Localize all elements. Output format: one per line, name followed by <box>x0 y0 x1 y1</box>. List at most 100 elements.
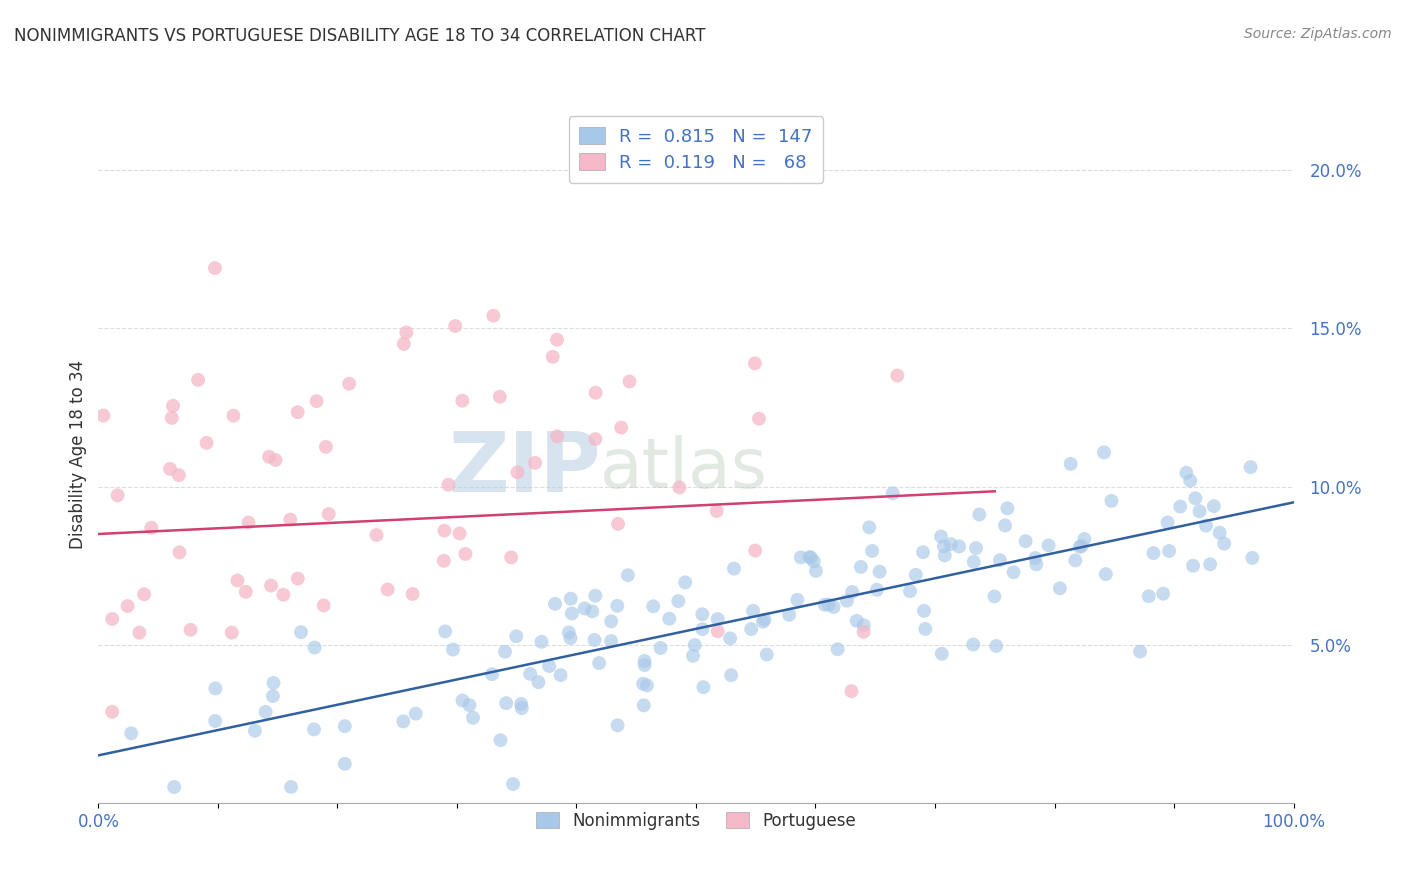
Point <box>692 680 714 694</box>
Point <box>967 508 990 522</box>
Point <box>841 585 863 599</box>
Point <box>1180 474 1202 488</box>
Point <box>392 714 415 729</box>
Point <box>221 625 243 640</box>
Point <box>600 634 623 648</box>
Point <box>238 516 260 530</box>
Point <box>243 723 266 738</box>
Point <box>167 468 190 483</box>
Point <box>451 393 474 408</box>
Point <box>377 582 399 597</box>
Point <box>527 675 550 690</box>
Point <box>1059 457 1081 471</box>
Point <box>1159 544 1181 558</box>
Point <box>546 333 568 347</box>
Point <box>752 615 775 629</box>
Point <box>962 638 984 652</box>
Point <box>451 693 474 707</box>
Point <box>433 554 456 568</box>
Point <box>983 590 1005 604</box>
Point <box>1137 589 1160 603</box>
Point <box>1168 500 1191 514</box>
Point <box>995 501 1018 516</box>
Point <box>965 541 987 555</box>
Point <box>441 642 464 657</box>
Point <box>1070 539 1092 553</box>
Point <box>723 561 745 575</box>
Point <box>845 614 868 628</box>
Point <box>315 440 337 454</box>
Point <box>1142 546 1164 560</box>
Point <box>433 524 456 538</box>
Text: Source: ZipAtlas.com: Source: ZipAtlas.com <box>1244 27 1392 41</box>
Point <box>744 543 766 558</box>
Point <box>631 677 654 691</box>
Point <box>458 698 481 713</box>
Point <box>204 261 226 276</box>
Point <box>583 589 606 603</box>
Point <box>1073 532 1095 546</box>
Point <box>574 601 596 615</box>
Point <box>141 521 163 535</box>
Point <box>1014 534 1036 549</box>
Point <box>195 435 218 450</box>
Point <box>633 698 655 713</box>
Point <box>93 409 115 423</box>
Point <box>128 625 150 640</box>
Point <box>755 648 778 662</box>
Point <box>264 453 287 467</box>
Point <box>1025 558 1047 572</box>
Point <box>395 326 418 340</box>
Point <box>1182 558 1205 573</box>
Point <box>1099 494 1122 508</box>
Point <box>963 555 986 569</box>
Point <box>305 394 328 409</box>
Text: NONIMMIGRANTS VS PORTUGUESE DISABILITY AGE 18 TO 34 CORRELATION CHART: NONIMMIGRANTS VS PORTUGUESE DISABILITY A… <box>14 27 706 45</box>
Point <box>287 405 309 419</box>
Point <box>1208 525 1230 540</box>
Point <box>333 756 356 771</box>
Point <box>617 568 640 582</box>
Point <box>280 780 302 794</box>
Y-axis label: Disability Age 18 to 34: Disability Age 18 to 34 <box>69 360 87 549</box>
Point <box>800 550 823 565</box>
Point <box>506 466 529 480</box>
Point <box>1195 518 1218 533</box>
Point <box>606 599 628 613</box>
Point <box>882 486 904 500</box>
Point <box>366 528 388 542</box>
Point <box>333 719 356 733</box>
Point <box>866 582 889 597</box>
Point <box>558 625 581 640</box>
Point <box>835 593 858 607</box>
Point <box>744 356 766 370</box>
Point <box>636 678 658 692</box>
Point <box>706 624 728 639</box>
Point <box>495 696 517 710</box>
Point <box>494 645 516 659</box>
Point <box>934 549 956 563</box>
Point <box>814 598 837 612</box>
Point <box>886 368 908 383</box>
Point <box>619 375 641 389</box>
Point <box>489 733 512 747</box>
Point <box>600 615 623 629</box>
Point <box>560 591 582 606</box>
Point <box>860 544 883 558</box>
Point <box>1049 581 1071 595</box>
Point <box>444 319 467 334</box>
Point <box>1156 516 1178 530</box>
Point <box>742 604 765 618</box>
Point <box>273 588 295 602</box>
Point <box>1092 445 1115 459</box>
Point <box>257 450 280 464</box>
Point <box>932 540 955 554</box>
Point <box>683 638 706 652</box>
Point <box>588 656 610 670</box>
Point <box>561 607 583 621</box>
Point <box>803 554 825 568</box>
Point <box>226 574 249 588</box>
Point <box>914 622 936 636</box>
Point <box>911 545 934 559</box>
Point <box>754 613 776 627</box>
